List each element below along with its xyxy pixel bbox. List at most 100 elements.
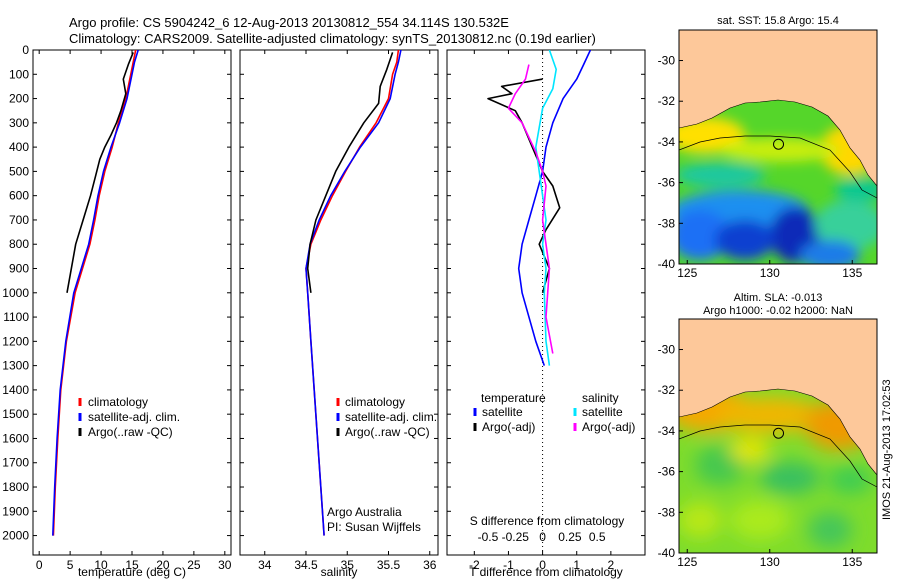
depth-tick-label: 1700 bbox=[2, 456, 29, 470]
salinity-xlabel: salinity bbox=[321, 565, 358, 579]
x-tick-label: 0 bbox=[539, 558, 546, 572]
legend-label-argo: Argo(..raw -QC) bbox=[88, 425, 173, 439]
temperature-legend: climatology satellite-adj. clim. Argo(..… bbox=[78, 395, 180, 439]
difference-lines bbox=[487, 50, 592, 366]
lat-tick-label: -38 bbox=[658, 216, 676, 230]
s-difference-ticks: -0.5 -0.25 0 0.25 0.5 bbox=[478, 530, 606, 544]
s-tick-label: -0.25 bbox=[502, 530, 530, 544]
lon-tick-label: 130 bbox=[760, 555, 780, 569]
lon-tick-label: 125 bbox=[677, 555, 697, 569]
temperature-lines bbox=[52, 50, 139, 536]
temperature-axes-frame bbox=[32, 49, 232, 556]
depth-tick-label: 400 bbox=[9, 140, 29, 154]
depth-tick-label: 300 bbox=[9, 116, 29, 130]
x-tick-label: 2 bbox=[608, 558, 615, 572]
lat-tick-label: -40 bbox=[658, 257, 676, 271]
lat-tick-label: -34 bbox=[658, 135, 676, 149]
lon-tick-label: 135 bbox=[842, 266, 862, 280]
depth-tick-label: 0 bbox=[22, 43, 29, 57]
x-tick-label: 34 bbox=[258, 558, 272, 572]
figure-titles: Argo profile: CS 5904242_6 12-Aug-2013 2… bbox=[0, 0, 660, 50]
sla-map-frame bbox=[678, 318, 878, 554]
depth-ticks: 0 100 200 300 400 500 600 700 800 900 1000 1100 1200… bbox=[2, 43, 231, 543]
sla-lon-ticks: 125 130 135 bbox=[677, 549, 863, 569]
sla-field bbox=[679, 319, 877, 553]
sla-lat-ticks: -30 -32 -34 -36 -38 -40 bbox=[658, 343, 683, 560]
title-line-1: Argo profile: CS 5904242_6 12-Aug-2013 2… bbox=[69, 15, 509, 30]
depth-tick-label: 1900 bbox=[2, 504, 29, 518]
annotation-project: Argo Australia bbox=[327, 505, 402, 519]
lat-tick-label: -36 bbox=[658, 176, 676, 190]
sst-map-title: sat. SST: 15.8 Argo: 15.4 bbox=[717, 15, 839, 27]
x-tick-label: 5 bbox=[67, 558, 74, 572]
legend-label-satellite: satellite-adj. clim. bbox=[88, 410, 180, 424]
legend-label-climatology: climatology bbox=[88, 395, 148, 409]
depth-tick-label: 1400 bbox=[2, 383, 29, 397]
depth-tick-label: 1800 bbox=[2, 480, 29, 494]
sla-map-title: Altim. SLA: -0.013 bbox=[734, 292, 823, 304]
lon-tick-label: 130 bbox=[760, 266, 780, 280]
depth-tick-label: 600 bbox=[9, 189, 29, 203]
title-line-2: Climatology: CARS2009. Satellite-adjuste… bbox=[69, 31, 596, 46]
lon-tick-label: 125 bbox=[677, 266, 697, 280]
depth-tick-label: 2000 bbox=[2, 529, 29, 543]
x-tick-label: 36 bbox=[423, 558, 437, 572]
s-tick-label: 0.25 bbox=[558, 530, 582, 544]
x-tick-label: 1 bbox=[573, 558, 580, 572]
lon-tick-label: 135 bbox=[842, 555, 862, 569]
sla-land bbox=[679, 319, 877, 476]
s-difference-xlabel: S difference from climatology bbox=[470, 514, 625, 528]
depth-tick-label: 1500 bbox=[2, 407, 29, 421]
difference-axes-frame bbox=[446, 49, 646, 556]
sla-map: Altim. SLA: -0.013 Argo h1000: -0.02 h20… bbox=[658, 292, 878, 569]
depth-tick-label: 1200 bbox=[2, 334, 29, 348]
x-tick-label: 30 bbox=[218, 558, 232, 572]
lat-tick-label: -38 bbox=[658, 505, 676, 519]
legend-label-t-satellite: satellite bbox=[482, 405, 523, 419]
x-tick-label: -1 bbox=[503, 558, 514, 572]
lat-tick-label: -32 bbox=[658, 94, 676, 108]
lat-tick-label: -30 bbox=[658, 54, 676, 68]
s-tick-label: -0.5 bbox=[478, 530, 499, 544]
series-line-satellite bbox=[534, 50, 558, 366]
sst-contour-1000m bbox=[679, 135, 877, 199]
x-tick-label: 0 bbox=[36, 558, 43, 572]
salinity-legend: climatology satellite-adj. clim. Argo(..… bbox=[336, 395, 437, 439]
sst-land bbox=[679, 30, 877, 187]
series-line-argo-adj- bbox=[507, 64, 554, 354]
annotation-pi: PI: Susan Wijffels bbox=[327, 520, 421, 534]
legend-label-climatology: climatology bbox=[345, 395, 405, 409]
depth-tick-label: 1000 bbox=[2, 286, 29, 300]
depth-tick-label: 800 bbox=[9, 237, 29, 251]
sst-map: sat. SST: 15.8 Argo: 15.4 125 130 135 -3 bbox=[658, 15, 878, 280]
salinity-lines bbox=[305, 50, 402, 536]
series-line-satellite-adj-clim- bbox=[52, 50, 139, 536]
legend-label-t-argo: Argo(-adj) bbox=[482, 420, 535, 434]
sst-map-frame bbox=[678, 29, 878, 265]
legend-label-s-argo: Argo(-adj) bbox=[582, 420, 635, 434]
x-tick-label: 20 bbox=[156, 558, 170, 572]
sla-contour-1000m bbox=[679, 424, 877, 488]
lat-tick-label: -34 bbox=[658, 424, 676, 438]
depth-tick-label: 200 bbox=[9, 92, 29, 106]
legend-label-satellite: satellite-adj. clim. bbox=[345, 410, 437, 424]
difference-legend: temperature salinity satellite Argo(-adj… bbox=[473, 391, 635, 434]
series-line-argo-raw-qc- bbox=[66, 52, 134, 293]
lat-tick-label: -32 bbox=[658, 383, 676, 397]
x-tick-label: 25 bbox=[187, 558, 201, 572]
depth-tick-label: 900 bbox=[9, 262, 29, 276]
t-difference-xlabel: T difference from climatology bbox=[469, 565, 623, 579]
depth-tick-label: 500 bbox=[9, 164, 29, 178]
s-tick-label: 0 bbox=[539, 530, 546, 544]
depth-tick-label: 1300 bbox=[2, 359, 29, 373]
x-tick-label: 35 bbox=[341, 558, 355, 572]
temperature-panel: 0100200300400500600700800900100011001200… bbox=[2, 43, 232, 579]
sst-field bbox=[679, 30, 877, 264]
salinity-axes-frame bbox=[239, 49, 439, 556]
depth-tick-label: 1100 bbox=[3, 310, 29, 324]
series-line-satellite bbox=[517, 50, 592, 366]
salinity-ticks: 34 34.5 35 35.5 36 bbox=[258, 50, 437, 572]
s-tick-label: 0.5 bbox=[589, 530, 606, 544]
sst-argo-position bbox=[773, 138, 785, 150]
